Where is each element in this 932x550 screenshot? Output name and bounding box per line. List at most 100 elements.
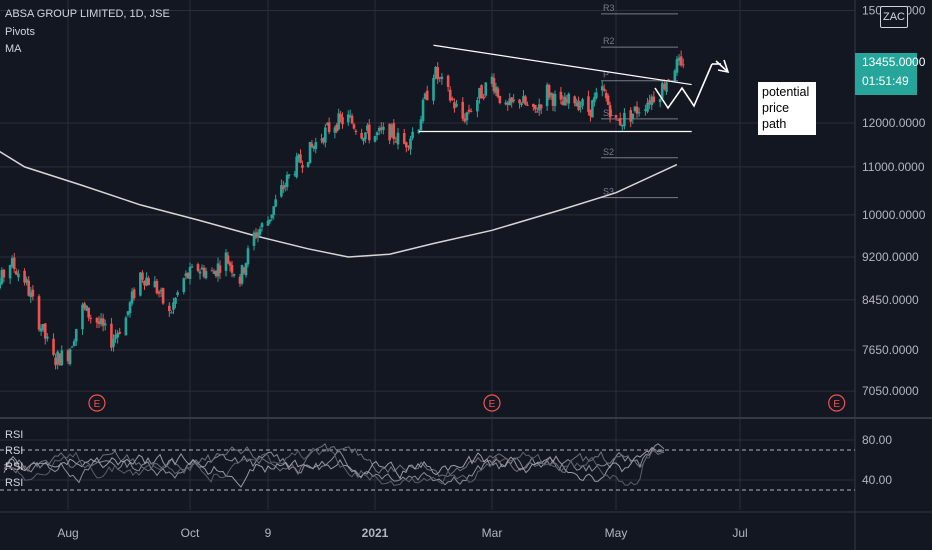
candle-body xyxy=(650,96,654,105)
bar-countdown: 01:51:49 xyxy=(862,74,909,88)
rsi-series-line xyxy=(3,442,665,478)
candle-body xyxy=(52,338,55,355)
candle-body xyxy=(446,75,450,87)
candle-body xyxy=(124,317,128,336)
candle-body xyxy=(522,95,525,104)
price-axis-label: 9200.0000 xyxy=(862,250,919,264)
candle-body xyxy=(145,277,148,286)
candle-body xyxy=(405,142,408,148)
indicator-ma-label[interactable]: MA xyxy=(5,43,22,55)
candle-body xyxy=(411,131,414,139)
candle-body xyxy=(575,102,578,107)
candle-body xyxy=(31,289,35,297)
candle-body xyxy=(232,274,236,276)
candle-body xyxy=(432,77,435,101)
candle-body xyxy=(0,281,2,289)
annotation-note[interactable]: potential price path xyxy=(758,82,816,135)
candle-body xyxy=(438,77,442,79)
candle-body xyxy=(37,296,41,330)
pivot-levels: R3 R2 P S1 S2 S3 xyxy=(601,3,678,199)
candle-body xyxy=(352,124,356,129)
candle-body xyxy=(301,165,304,168)
candle-body xyxy=(537,104,541,111)
candle-body xyxy=(377,128,381,132)
candle-body xyxy=(8,265,12,279)
time-axis-label: 9 xyxy=(265,526,272,540)
indicator-pivots-label[interactable]: Pivots xyxy=(5,26,35,38)
candle-body xyxy=(518,99,521,104)
candle-body xyxy=(681,64,685,66)
candle-body xyxy=(581,99,584,106)
candle-body xyxy=(593,97,596,103)
candle-body xyxy=(547,85,551,98)
earnings-marker-label: E xyxy=(489,399,496,410)
candle-body xyxy=(402,132,406,144)
candle-body xyxy=(366,125,369,131)
earnings-marker-label: E xyxy=(94,399,101,410)
candle-body xyxy=(436,66,439,80)
candle-body xyxy=(155,280,159,294)
candle-body xyxy=(186,272,190,279)
candle-body xyxy=(266,220,270,226)
currency-button[interactable]: ZAC xyxy=(880,6,908,28)
candle-body xyxy=(335,124,339,132)
price-axis-label: 12000.0000 xyxy=(862,116,926,130)
candle-body xyxy=(360,132,363,139)
candle-body xyxy=(614,115,618,118)
candle-body xyxy=(238,276,242,284)
candle-body xyxy=(324,127,327,143)
candle-body xyxy=(168,305,171,312)
candle-body xyxy=(559,91,563,100)
candle-body xyxy=(159,289,163,292)
earnings-marker-icon xyxy=(483,394,501,412)
candle-body xyxy=(260,223,264,228)
candle-body xyxy=(97,321,101,324)
candle-body xyxy=(567,93,571,104)
candle-body xyxy=(293,174,297,176)
candle-body xyxy=(577,100,580,110)
candle-body xyxy=(600,86,604,91)
candle-body xyxy=(327,122,331,133)
time-axis-label: Jul xyxy=(732,526,747,540)
candle-body xyxy=(23,270,26,283)
candle-body xyxy=(573,96,576,104)
candle-body xyxy=(141,272,144,280)
pivot-label: R3 xyxy=(603,3,615,13)
candle-body xyxy=(270,214,274,219)
candle-body xyxy=(461,101,465,119)
candle-body xyxy=(83,303,86,309)
candle-body xyxy=(333,127,337,133)
rsi-series-line xyxy=(3,447,665,486)
candle-body xyxy=(10,258,14,267)
candle-body xyxy=(637,112,641,114)
candle-body xyxy=(508,98,512,105)
candles xyxy=(0,50,685,370)
candle-body xyxy=(545,84,549,107)
candle-body xyxy=(648,100,651,105)
candle-body xyxy=(101,318,105,326)
candle-body xyxy=(147,278,150,286)
earnings-marker-icon xyxy=(828,394,846,412)
candle-body xyxy=(375,132,379,136)
candle-body xyxy=(214,270,218,276)
candle-body xyxy=(126,311,130,315)
annotation-line: path xyxy=(762,117,787,131)
candle-body xyxy=(287,174,291,176)
candle-body xyxy=(157,291,161,294)
candle-body xyxy=(663,84,666,89)
candle-body xyxy=(27,280,31,296)
candle-body xyxy=(161,288,165,304)
candle-body xyxy=(74,328,78,342)
candle-body xyxy=(658,99,662,103)
candle-body xyxy=(87,307,90,318)
candle-body xyxy=(348,115,352,118)
candle-body xyxy=(139,272,142,296)
candle-body xyxy=(46,336,49,339)
candle-body xyxy=(506,102,510,105)
candle-body xyxy=(188,267,192,279)
candle-body xyxy=(453,102,456,109)
candle-body xyxy=(99,318,103,325)
candle-body xyxy=(218,265,222,273)
candle-body xyxy=(200,267,204,270)
